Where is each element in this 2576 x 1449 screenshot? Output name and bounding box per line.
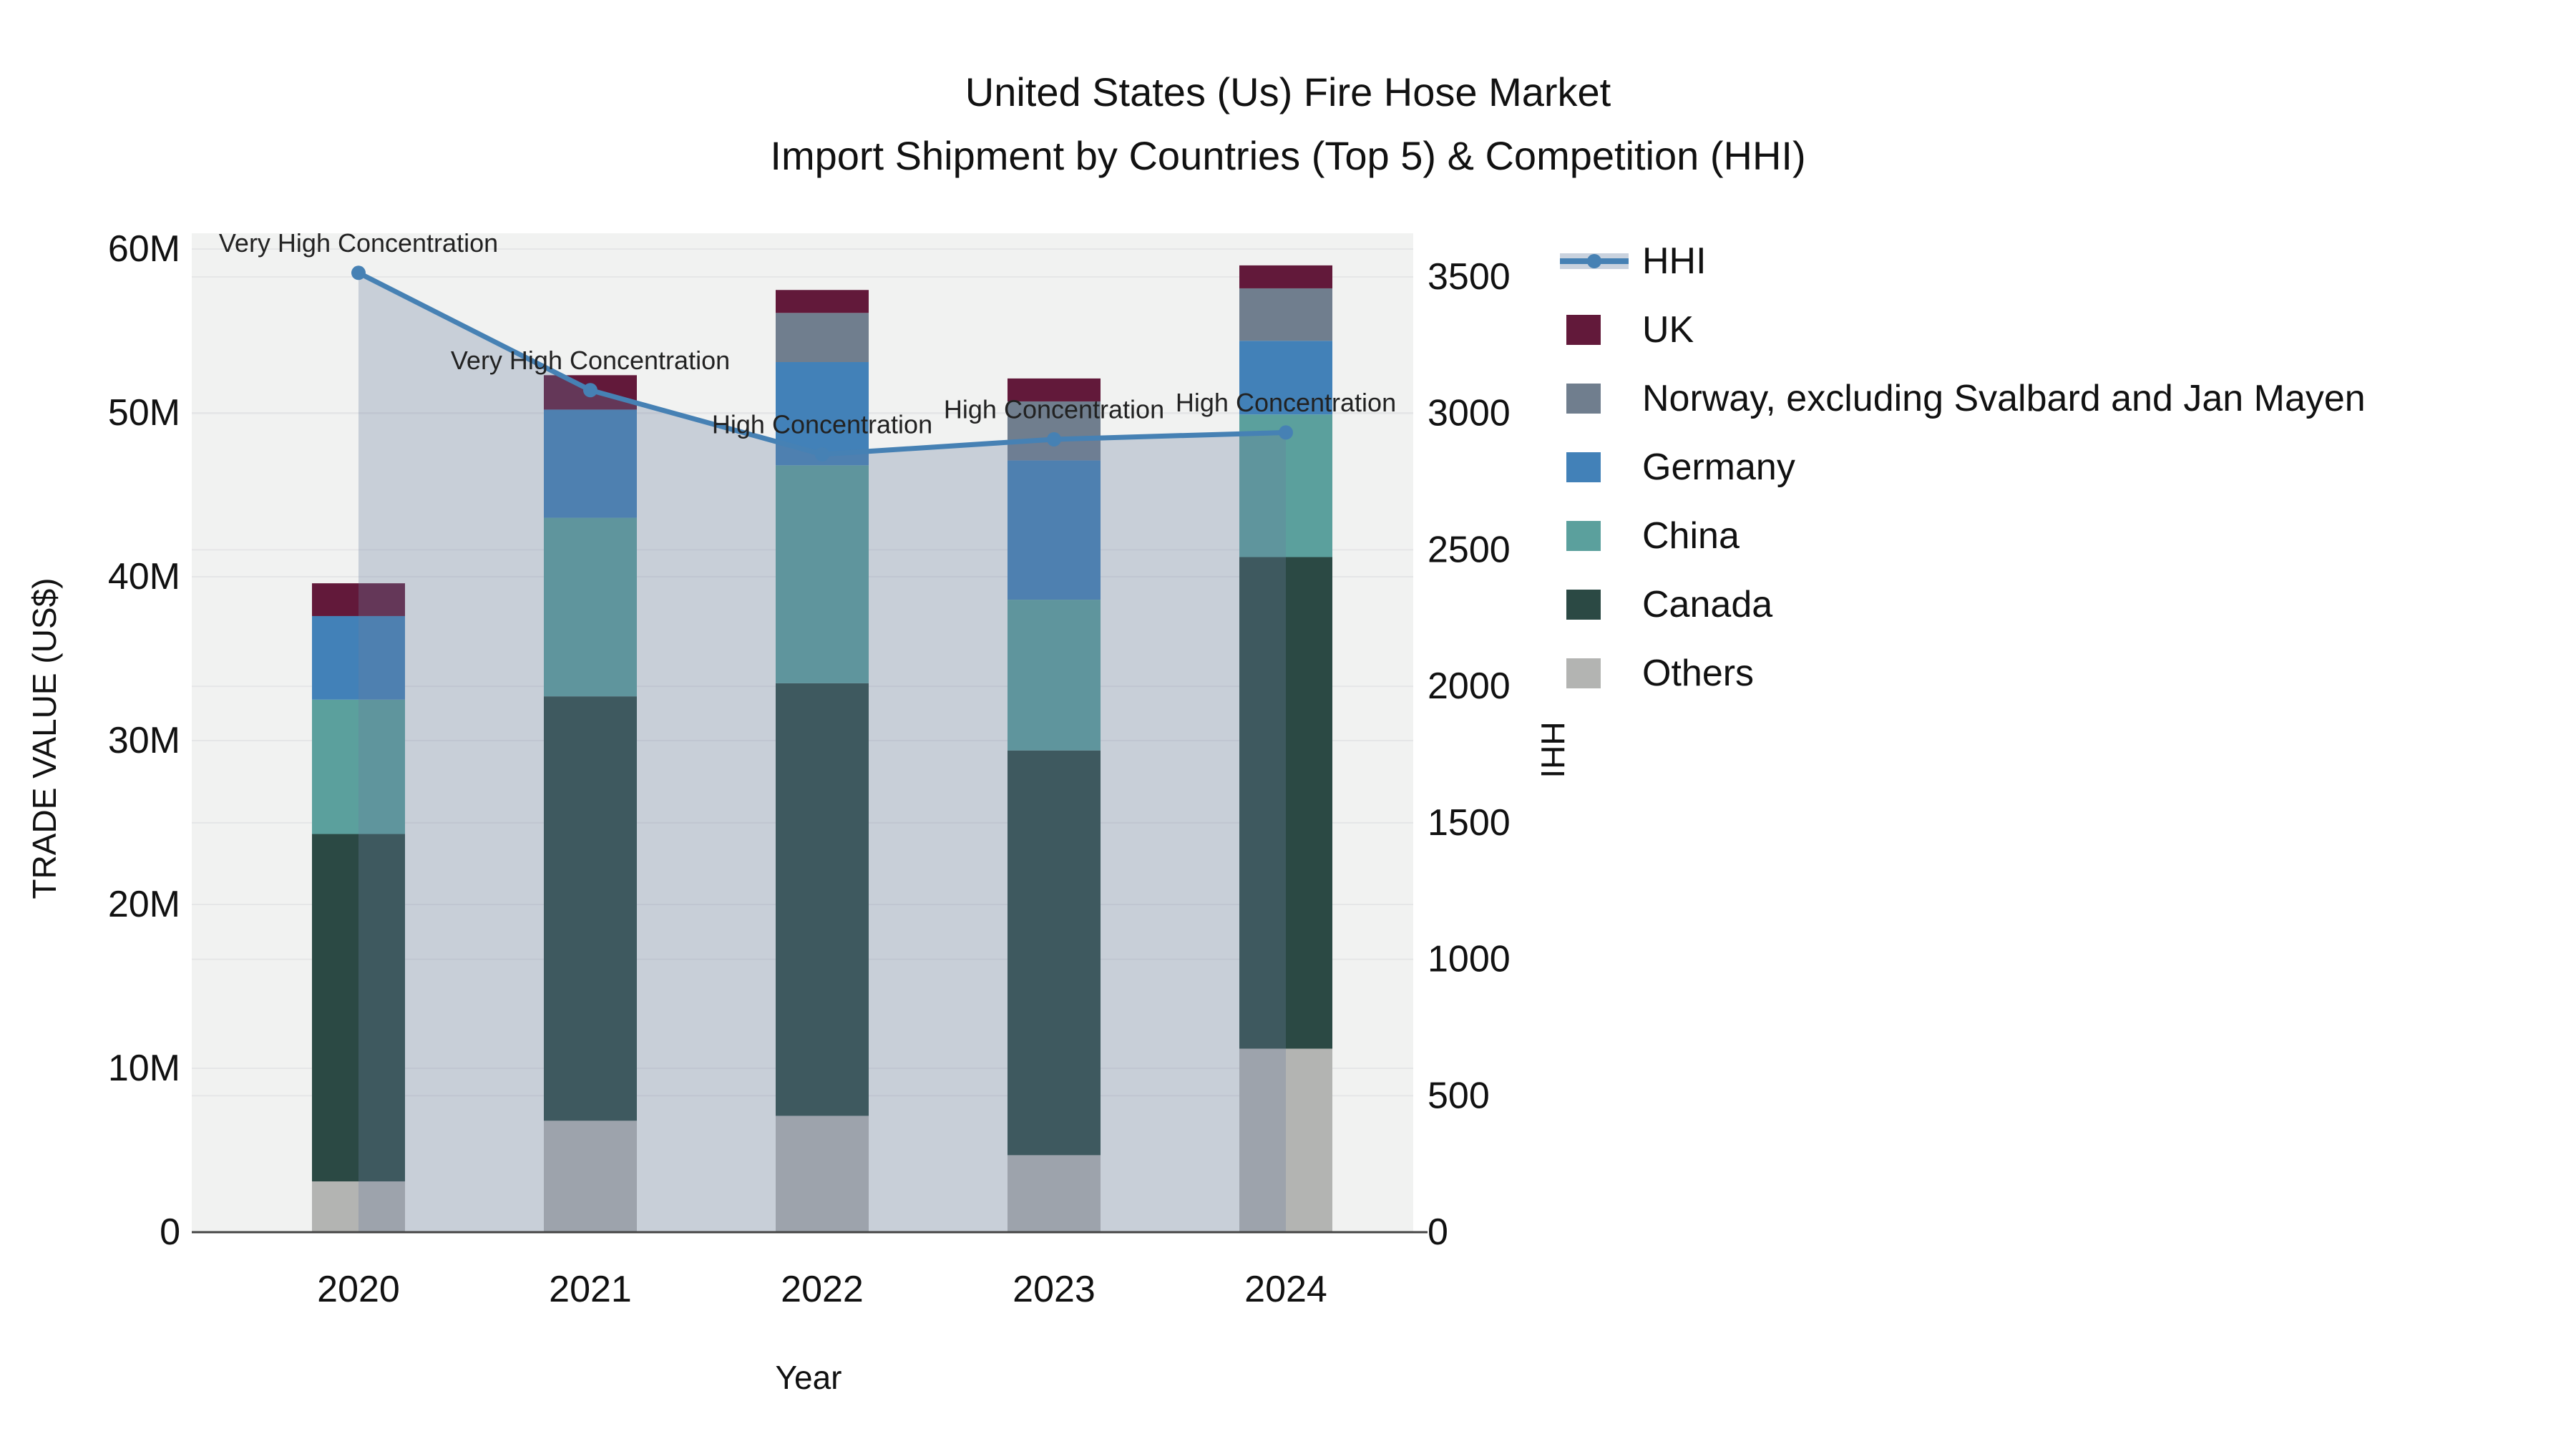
hhi-marker-dot-icon <box>1587 254 1601 268</box>
bar-segment-germany-2024[interactable] <box>1239 341 1332 415</box>
legend-label: Others <box>1642 653 1755 694</box>
y-left-tick-label: 20M <box>108 884 180 925</box>
legend-item-china[interactable]: China <box>1560 502 2366 570</box>
bar-segment-norway-2023[interactable] <box>1008 401 1101 461</box>
y-left-tick-label: 30M <box>108 720 180 761</box>
bar-segment-norway-2024[interactable] <box>1239 288 1332 341</box>
hhi-area-fill <box>358 273 1286 1232</box>
legend-swatch-icon <box>1566 590 1601 620</box>
annotation-2020: Very High Concentration <box>219 228 498 258</box>
y-right-tick-label: 3500 <box>1428 256 1511 298</box>
bar-segment-china-2023[interactable] <box>1008 600 1101 751</box>
color-swatch-icon <box>1560 570 1629 639</box>
legend-swatch-icon <box>1566 452 1601 482</box>
bar-segment-norway-2022[interactable] <box>776 313 869 363</box>
chart-title-line2: Import Shipment by Countries (Top 5) & C… <box>770 133 1806 178</box>
chart-title: United States (Us) Fire Hose Market Impo… <box>0 60 2576 187</box>
bar-segment-others-2020[interactable] <box>312 1181 405 1232</box>
annotation-2021: Very High Concentration <box>451 346 730 375</box>
y-left-tick-label: 40M <box>108 556 180 597</box>
bar-segment-china-2022[interactable] <box>776 465 869 683</box>
hhi-marker-2022[interactable] <box>815 447 829 462</box>
legend: HHI UK Norway, excluding Svalbard and Jan … <box>1560 227 2366 708</box>
hhi-marker-2023[interactable] <box>1047 431 1061 447</box>
y-right-tick-label: 2000 <box>1428 665 1511 707</box>
y-left-tick-label: 0 <box>160 1211 180 1253</box>
y-right-tick-label: 2500 <box>1428 529 1511 570</box>
bar-segment-canada-2022[interactable] <box>776 683 869 1116</box>
y-left-tick-label: 10M <box>108 1048 180 1089</box>
y-right-tick-label: 1500 <box>1428 802 1511 844</box>
legend-item-norway[interactable]: Norway, excluding Svalbard and Jan Mayen <box>1560 364 2366 433</box>
chart-title-line1: United States (Us) Fire Hose Market <box>965 69 1611 114</box>
y-right-tick-label: 0 <box>1428 1211 1448 1253</box>
legend-swatch-icon <box>1566 384 1601 414</box>
legend-label: Canada <box>1642 584 1773 625</box>
legend-label: China <box>1642 515 1740 557</box>
bar-segment-germany-2020[interactable] <box>312 615 405 700</box>
x-axis-title: Year <box>775 1359 842 1396</box>
bar-segment-canada-2024[interactable] <box>1239 557 1332 1049</box>
bar-segment-others-2021[interactable] <box>544 1121 637 1232</box>
x-tick-label-2023: 2023 <box>1013 1269 1096 1310</box>
bar-segment-china-2020[interactable] <box>312 699 405 834</box>
y-axis-title-left: TRADE VALUE (US$) <box>26 577 63 899</box>
hhi-marker-2021[interactable] <box>583 383 597 398</box>
bar-segment-others-2022[interactable] <box>776 1116 869 1232</box>
legend-swatch-icon <box>1566 521 1601 551</box>
bar-segment-canada-2020[interactable] <box>312 834 405 1182</box>
color-swatch-icon <box>1560 296 1629 364</box>
color-swatch-icon <box>1560 364 1629 433</box>
legend-swatch-icon <box>1566 315 1601 345</box>
y-left-tick-label: 60M <box>108 228 180 270</box>
x-tick-label-2020: 2020 <box>317 1269 400 1310</box>
annotation-2022: High Concentration <box>712 409 932 439</box>
bar-segment-canada-2023[interactable] <box>1008 750 1101 1156</box>
x-tick-label-2022: 2022 <box>781 1269 864 1310</box>
bar-segment-canada-2021[interactable] <box>544 696 637 1121</box>
legend-item-canada[interactable]: Canada <box>1560 570 2366 639</box>
hhi-marker-2020[interactable] <box>351 265 366 280</box>
annotation-2023: High Concentration <box>944 394 1164 424</box>
y-right-tick-label: 1000 <box>1428 939 1511 980</box>
legend-item-germany[interactable]: Germany <box>1560 433 2366 502</box>
legend-label: HHI <box>1642 240 1707 282</box>
legend-swatch-icon <box>1566 658 1601 688</box>
y-axis-title-right: HHI <box>1534 721 1571 779</box>
legend-label: Germany <box>1642 447 1795 488</box>
bar-segment-germany-2023[interactable] <box>1008 460 1101 600</box>
bar-segment-uk-2023[interactable] <box>1008 378 1101 401</box>
x-tick-label-2021: 2021 <box>549 1269 632 1310</box>
bar-segment-uk-2024[interactable] <box>1239 265 1332 288</box>
color-swatch-icon <box>1560 502 1629 570</box>
y-right-tick-label: 500 <box>1428 1075 1490 1116</box>
hhi-line-icon <box>1560 227 1629 296</box>
hhi-marker-2024[interactable] <box>1279 425 1293 440</box>
bar-segment-uk-2022[interactable] <box>776 290 869 313</box>
bar-segment-germany-2021[interactable] <box>544 409 637 518</box>
legend-item-hhi[interactable]: HHI <box>1560 227 2366 296</box>
bar-segment-others-2024[interactable] <box>1239 1048 1332 1232</box>
bar-segment-uk-2020[interactable] <box>312 583 405 616</box>
color-swatch-icon <box>1560 433 1629 502</box>
annotation-2024: High Concentration <box>1176 388 1396 417</box>
legend-item-others[interactable]: Others <box>1560 639 2366 708</box>
legend-label: Norway, excluding Svalbard and Jan Mayen <box>1642 378 2366 419</box>
legend-item-uk[interactable]: UK <box>1560 296 2366 364</box>
x-tick-label-2024: 2024 <box>1244 1269 1327 1310</box>
legend-label: UK <box>1642 309 1694 351</box>
y-left-tick-label: 50M <box>108 392 180 434</box>
y-right-tick-label: 3000 <box>1428 393 1511 434</box>
bar-segment-others-2023[interactable] <box>1008 1155 1101 1232</box>
color-swatch-icon <box>1560 639 1629 708</box>
bar-segment-china-2021[interactable] <box>544 517 637 697</box>
